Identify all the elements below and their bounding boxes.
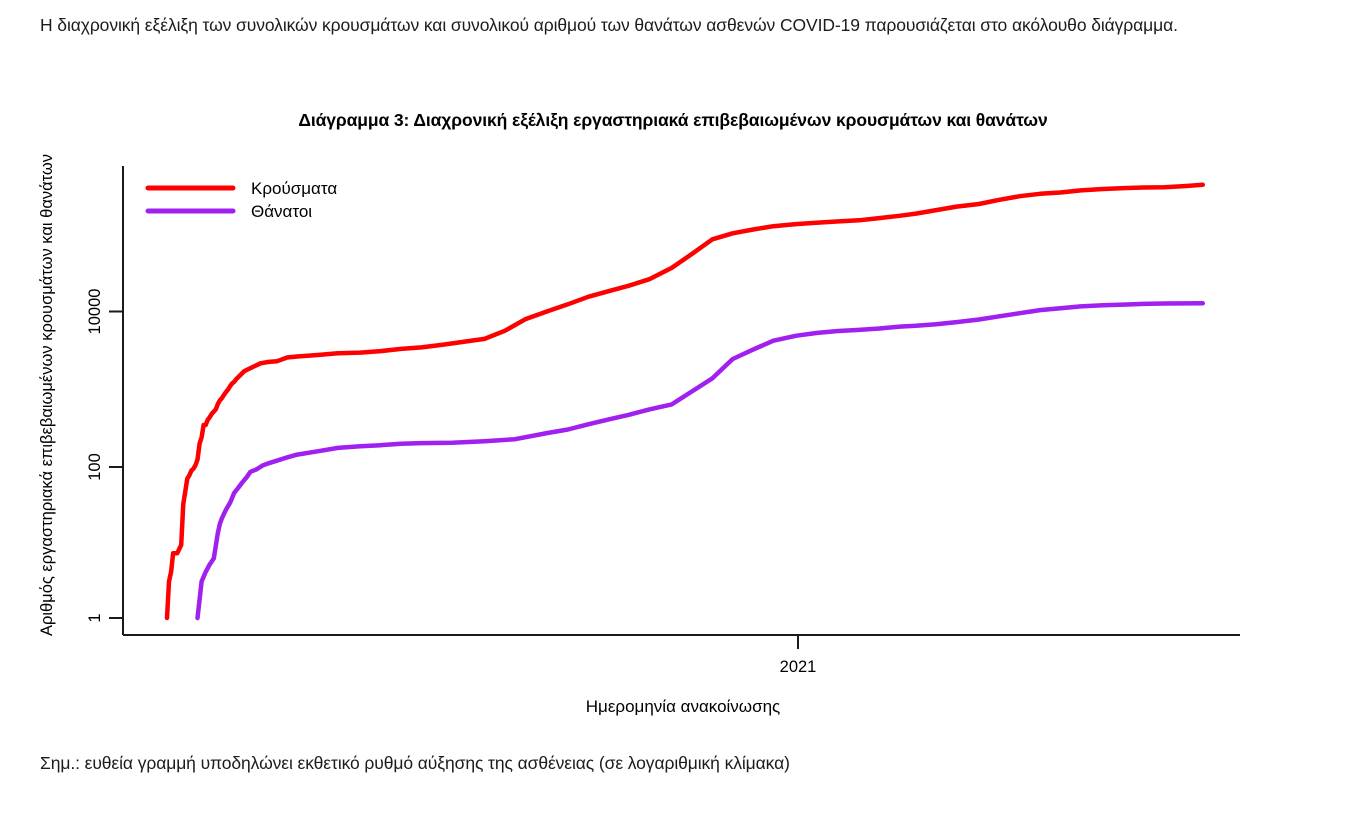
- cases-series-line: [164, 182, 1206, 621]
- footnote: Σημ.: ευθεία γραμμή υποδηλώνει εκθετικό …: [40, 753, 790, 773]
- y-axis-label: Αριθμός εργαστηριακά επιβεβαιωμένων κρου…: [38, 154, 56, 636]
- legend: Κρούσματα Θάνατοι: [145, 179, 337, 221]
- x-tick-label-2021: 2021: [780, 658, 817, 676]
- legend-deaths-label: Θάνατοι: [251, 202, 312, 221]
- y-tick-label-1: 1: [86, 613, 104, 622]
- y-tick-label-100: 100: [86, 453, 104, 481]
- x-axis-label: Ημερομηνία ανακοίνωσης: [586, 697, 780, 716]
- y-tick-label-10000: 10000: [86, 289, 104, 335]
- chart-title: Διάγραμμα 3: Διαχρονική εξέλιξη εργαστηρ…: [298, 110, 1048, 130]
- intro-paragraph: Η διαχρονική εξέλιξη των συνολικών κρουσ…: [40, 15, 1178, 35]
- legend-cases-label: Κρούσματα: [251, 179, 337, 198]
- deaths-series-line: [195, 301, 1206, 621]
